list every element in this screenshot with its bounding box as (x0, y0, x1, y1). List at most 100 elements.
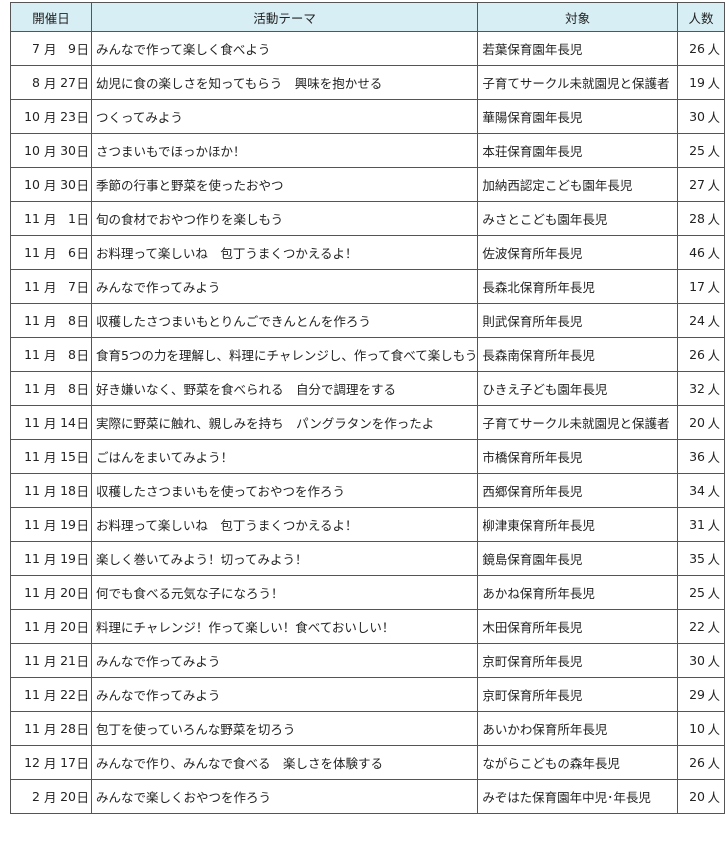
day-unit: 日 (76, 620, 89, 635)
count-cell: 30 人 (676, 643, 725, 678)
month-unit: 月 (44, 416, 57, 431)
theme-cell: さつまいもでほっかほか！ (90, 133, 479, 168)
count-value: 30 (689, 109, 705, 124)
day-unit: 日 (76, 722, 89, 737)
month-value: 11 (24, 279, 40, 294)
month-value: 8 (32, 75, 40, 90)
day-value: 8 (68, 347, 76, 362)
target-cell: 柳津東保育所年長児 (477, 507, 678, 542)
day-unit: 日 (76, 688, 89, 703)
count-value: 24 (689, 313, 705, 328)
date-cell: 11 月 8 日 (10, 371, 92, 406)
day-unit: 日 (76, 518, 89, 533)
count-value: 27 (689, 177, 705, 192)
day-value: 1 (68, 211, 76, 226)
table-row: 11 月 6 日お料理って楽しいね 包丁うまくつかえるよ！ 佐波保育所年長児 46 人 (10, 235, 725, 270)
day-value: 21 (60, 653, 76, 668)
table-row: 11 月 7 日みんなで作ってみよう 長森北保育所年長児 17 人 (10, 269, 725, 304)
target-cell: 本荘保育園年長児 (477, 133, 678, 168)
count-value: 20 (689, 789, 705, 804)
count-unit: 人 (707, 586, 720, 601)
count-unit: 人 (707, 756, 720, 771)
day-value: 14 (60, 415, 76, 430)
month-value: 11 (24, 551, 40, 566)
date-cell: 10 月 23 日 (10, 99, 92, 134)
count-value: 26 (689, 41, 705, 56)
day-unit: 日 (76, 756, 89, 771)
month-unit: 月 (44, 178, 57, 193)
target-cell: あいかわ保育所年長児 (477, 711, 678, 746)
day-unit: 日 (76, 484, 89, 499)
count-cell: 30 人 (676, 99, 725, 134)
theme-cell: 収穫したさつまいもを使っておやつを作ろう (90, 473, 479, 508)
month-unit: 月 (44, 450, 57, 465)
month-unit: 月 (44, 314, 57, 329)
target-cell: ながらこどもの森年長児 (477, 745, 678, 780)
count-unit: 人 (707, 382, 720, 397)
day-unit: 日 (76, 348, 89, 363)
count-cell: 17 人 (676, 269, 725, 304)
day-unit: 日 (76, 586, 89, 601)
theme-cell: 収穫したさつまいもとりんごできんとんを作ろう (90, 303, 479, 338)
day-value: 19 (60, 517, 76, 532)
month-value: 11 (24, 245, 40, 260)
table-row: 12 月 17 日みんなで作り、みんなで食べる 楽しさを体験する ながらこどもの森年長児… (10, 745, 725, 780)
target-cell: 華陽保育園年長児 (477, 99, 678, 134)
date-cell: 11 月 14 日 (10, 405, 92, 440)
count-cell: 25 人 (676, 575, 725, 610)
month-value: 11 (24, 619, 40, 634)
table-row: 11 月 14 日実際に野菜に触れ、親しみを持ち パングラタンを作ったよ 子育てサークル… (10, 405, 725, 440)
month-unit: 月 (44, 654, 57, 669)
day-value: 15 (60, 449, 76, 464)
count-value: 30 (689, 653, 705, 668)
date-cell: 11 月 21 日 (10, 643, 92, 678)
table-row: 10 月 30 日さつまいもでほっかほか！ 本荘保育園年長児 25 人 (10, 133, 725, 168)
table-row: 11 月 8 日食育5つの力を理解し、料理にチャレンジし、作って食べて楽しもう 長森南保… (10, 337, 725, 372)
month-unit: 月 (44, 246, 57, 261)
day-unit: 日 (76, 314, 89, 329)
theme-cell: 幼児に食の楽しさを知ってもらう 興味を抱かせる (90, 65, 479, 100)
header-target: 対象 (477, 2, 678, 32)
day-unit: 日 (76, 790, 89, 805)
count-cell: 28 人 (676, 201, 725, 236)
month-value: 11 (24, 585, 40, 600)
date-cell: 11 月 7 日 (10, 269, 92, 304)
header-date: 開催日 (10, 2, 92, 32)
month-value: 10 (24, 109, 40, 124)
day-unit: 日 (76, 178, 89, 193)
theme-cell: つくってみよう (90, 99, 479, 134)
count-cell: 27 人 (676, 167, 725, 202)
table-row: 11 月 19 日お料理って楽しいね 包丁うまくつかえるよ！ 柳津東保育所年長児 31 人 (10, 507, 725, 542)
date-cell: 2 月 20 日 (10, 779, 92, 814)
count-cell: 26 人 (676, 745, 725, 780)
target-cell: 京町保育所年長児 (477, 643, 678, 678)
date-cell: 11 月 15 日 (10, 439, 92, 474)
table-row: 11 月 20 日何でも食べる元気な子になろう！ あかね保育所年長児 25 人 (10, 575, 725, 610)
count-unit: 人 (707, 552, 720, 567)
count-unit: 人 (707, 246, 720, 261)
header-count: 人数 (676, 2, 725, 32)
count-cell: 36 人 (676, 439, 725, 474)
theme-cell: ごはんをまいてみよう！ (90, 439, 479, 474)
table-row: 11 月 19 日楽しく巻いてみよう！切ってみよう！ 鏡島保育園年長児 35 人 (10, 541, 725, 576)
target-cell: 京町保育所年長児 (477, 677, 678, 712)
day-unit: 日 (76, 654, 89, 669)
date-cell: 11 月 22 日 (10, 677, 92, 712)
target-cell: 長森南保育所年長児 (477, 337, 678, 372)
date-cell: 11 月 28 日 (10, 711, 92, 746)
month-value: 11 (24, 415, 40, 430)
month-value: 11 (24, 687, 40, 702)
month-unit: 月 (44, 110, 57, 125)
table-row: 11 月 15 日ごはんをまいてみよう！ 市橋保育所年長児 36 人 (10, 439, 725, 474)
theme-cell: 楽しく巻いてみよう！切ってみよう！ (90, 541, 479, 576)
date-cell: 12 月 17 日 (10, 745, 92, 780)
day-value: 30 (60, 143, 76, 158)
theme-cell: みんなで作ってみよう (90, 677, 479, 712)
month-unit: 月 (44, 144, 57, 159)
theme-cell: みんなで作り、みんなで食べる 楽しさを体験する (90, 745, 479, 780)
month-unit: 月 (44, 756, 57, 771)
date-cell: 11 月 1 日 (10, 201, 92, 236)
month-unit: 月 (44, 484, 57, 499)
count-value: 29 (689, 687, 705, 702)
month-value: 2 (32, 789, 40, 804)
